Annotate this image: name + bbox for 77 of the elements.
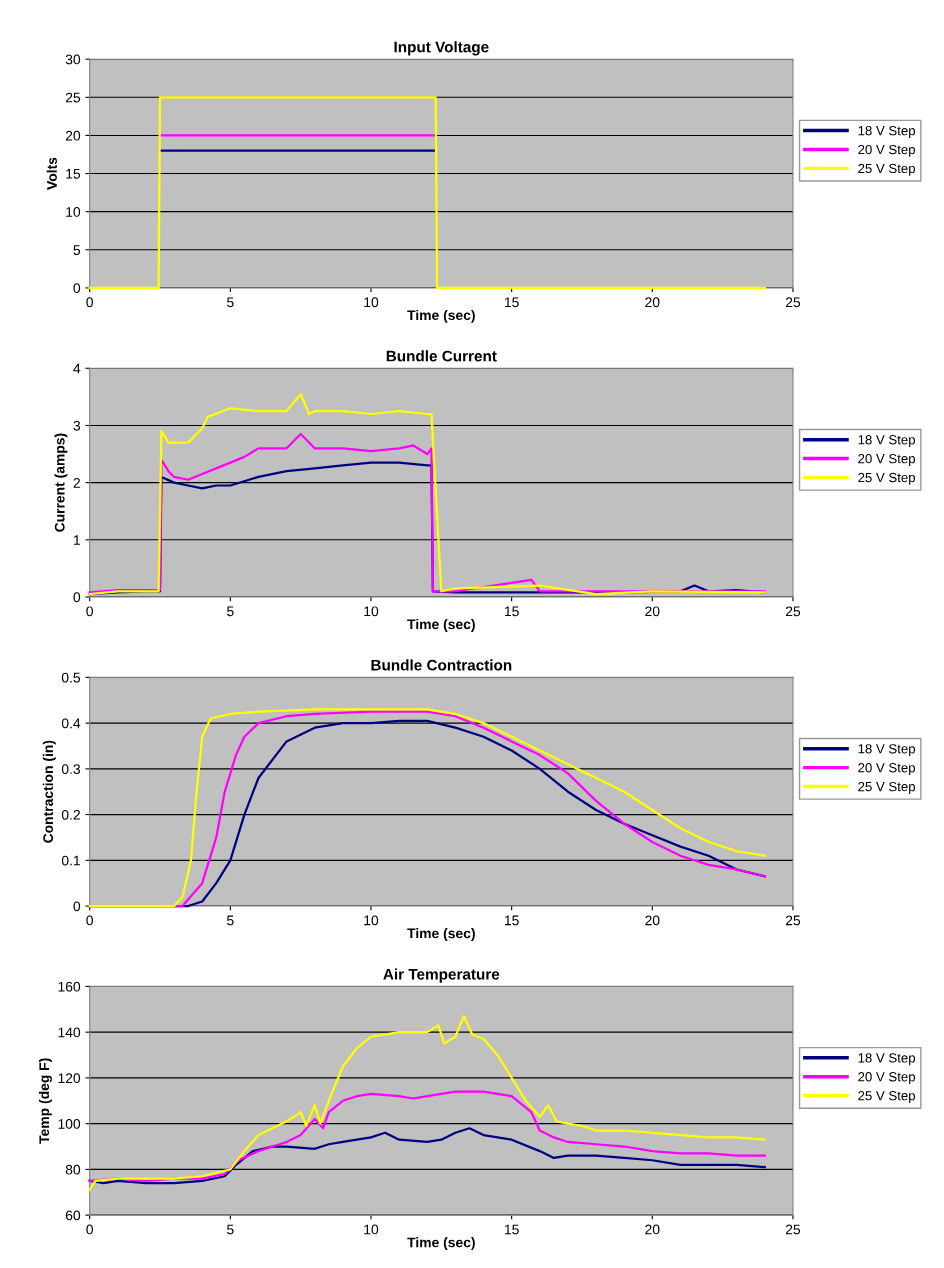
x-tick-label: 0 (86, 297, 93, 308)
x-tick-label: 5 (227, 606, 234, 617)
x-tick-label: 25 (785, 297, 801, 308)
x-axis-title: Time (sec) (407, 928, 475, 941)
x-tick-label: 20 (645, 606, 660, 617)
x-tick-label: 20 (645, 915, 660, 926)
line-series (88, 432, 766, 594)
legend-label: 25 V Step (858, 1091, 916, 1103)
x-tick-label: 0 (86, 606, 93, 617)
legend-label: 18 V Step (858, 1053, 916, 1066)
legend-label: 18 V Step (858, 435, 916, 448)
y-tick-label: 2 (73, 477, 80, 488)
x-axis-title: Time (sec) (407, 1237, 475, 1251)
y-axis-title: Volts (46, 157, 57, 190)
legend-label: 25 V Step (858, 781, 916, 794)
y-tick-label: 0.5 (61, 672, 81, 683)
y-tick-label: 30 (65, 54, 81, 65)
y-tick-label: 25 (65, 92, 81, 103)
y-tick-label: 1 (73, 535, 80, 545)
y-tick-label: 80 (65, 1164, 81, 1175)
x-axis-title: Time (sec) (407, 309, 475, 323)
y-tick-label: 3 (73, 420, 81, 431)
y-tick-label: 5 (73, 245, 81, 255)
line-series (88, 1127, 766, 1185)
x-tick-label: 15 (504, 915, 519, 926)
legend-label: 20 V Step (858, 1072, 916, 1085)
legend-label: 18 V Step (858, 744, 916, 757)
line-series (88, 392, 766, 596)
y-tick-label: 0.1 (61, 855, 80, 866)
y-tick-label: 0.3 (61, 764, 81, 775)
y-axis-title: Current (amps) (54, 433, 68, 532)
x-axis-title: Time (sec) (407, 618, 475, 632)
x-tick-label: 0 (86, 1224, 93, 1235)
legend-label: 25 V Step (858, 163, 916, 176)
y-tick-label: 100 (58, 1118, 81, 1129)
x-tick-label: 15 (504, 297, 519, 308)
x-tick-label: 10 (364, 1224, 379, 1235)
x-tick-label: 0 (86, 915, 93, 926)
chart-title: Input Voltage (394, 41, 489, 56)
y-tick-label: 120 (58, 1073, 81, 1084)
y-tick-label: 0 (73, 592, 81, 603)
chart-title: Bundle Contraction (371, 659, 512, 671)
y-tick-label: 20 (65, 130, 81, 141)
x-tick-label: 20 (645, 297, 660, 308)
chart-title: Bundle Current (386, 350, 497, 362)
legend-label: 20 V Step (858, 453, 916, 466)
y-tick-label: 0.2 (61, 809, 80, 820)
x-tick-label: 5 (227, 915, 234, 926)
x-tick-label: 15 (504, 1224, 519, 1235)
y-tick-label: 60 (65, 1210, 81, 1221)
x-tick-label: 25 (785, 1224, 801, 1235)
x-tick-label: 20 (645, 1224, 660, 1235)
x-tick-label: 5 (227, 1224, 234, 1235)
y-tick-label: 0.4 (61, 718, 81, 729)
x-tick-label: 25 (785, 915, 801, 926)
x-tick-label: 10 (364, 915, 379, 926)
y-axis-title: Temp (deg F) (38, 1058, 52, 1144)
line-series (88, 1015, 766, 1192)
y-tick-label: 0 (73, 283, 81, 294)
x-tick-label: 10 (364, 297, 379, 308)
y-tick-label: 4 (73, 363, 81, 374)
x-tick-label: 5 (227, 297, 234, 308)
y-tick-label: 0 (73, 901, 81, 912)
line-series (88, 1090, 766, 1182)
y-tick-label: 10 (66, 207, 81, 217)
legend-label: 20 V Step (858, 144, 916, 157)
legend-label: 18 V Step (858, 125, 916, 138)
legend-label: 25 V Step (858, 472, 916, 485)
y-tick-label: 160 (58, 981, 81, 992)
y-axis-title: Contraction (in) (42, 740, 56, 843)
y-tick-label: 15 (66, 169, 81, 179)
x-tick-label: 10 (364, 606, 379, 617)
legend-label: 20 V Step (858, 763, 916, 775)
chart-title: Air Temperature (383, 968, 500, 983)
x-tick-label: 15 (504, 606, 519, 617)
y-tick-label: 140 (58, 1027, 81, 1038)
x-tick-label: 25 (785, 606, 801, 617)
